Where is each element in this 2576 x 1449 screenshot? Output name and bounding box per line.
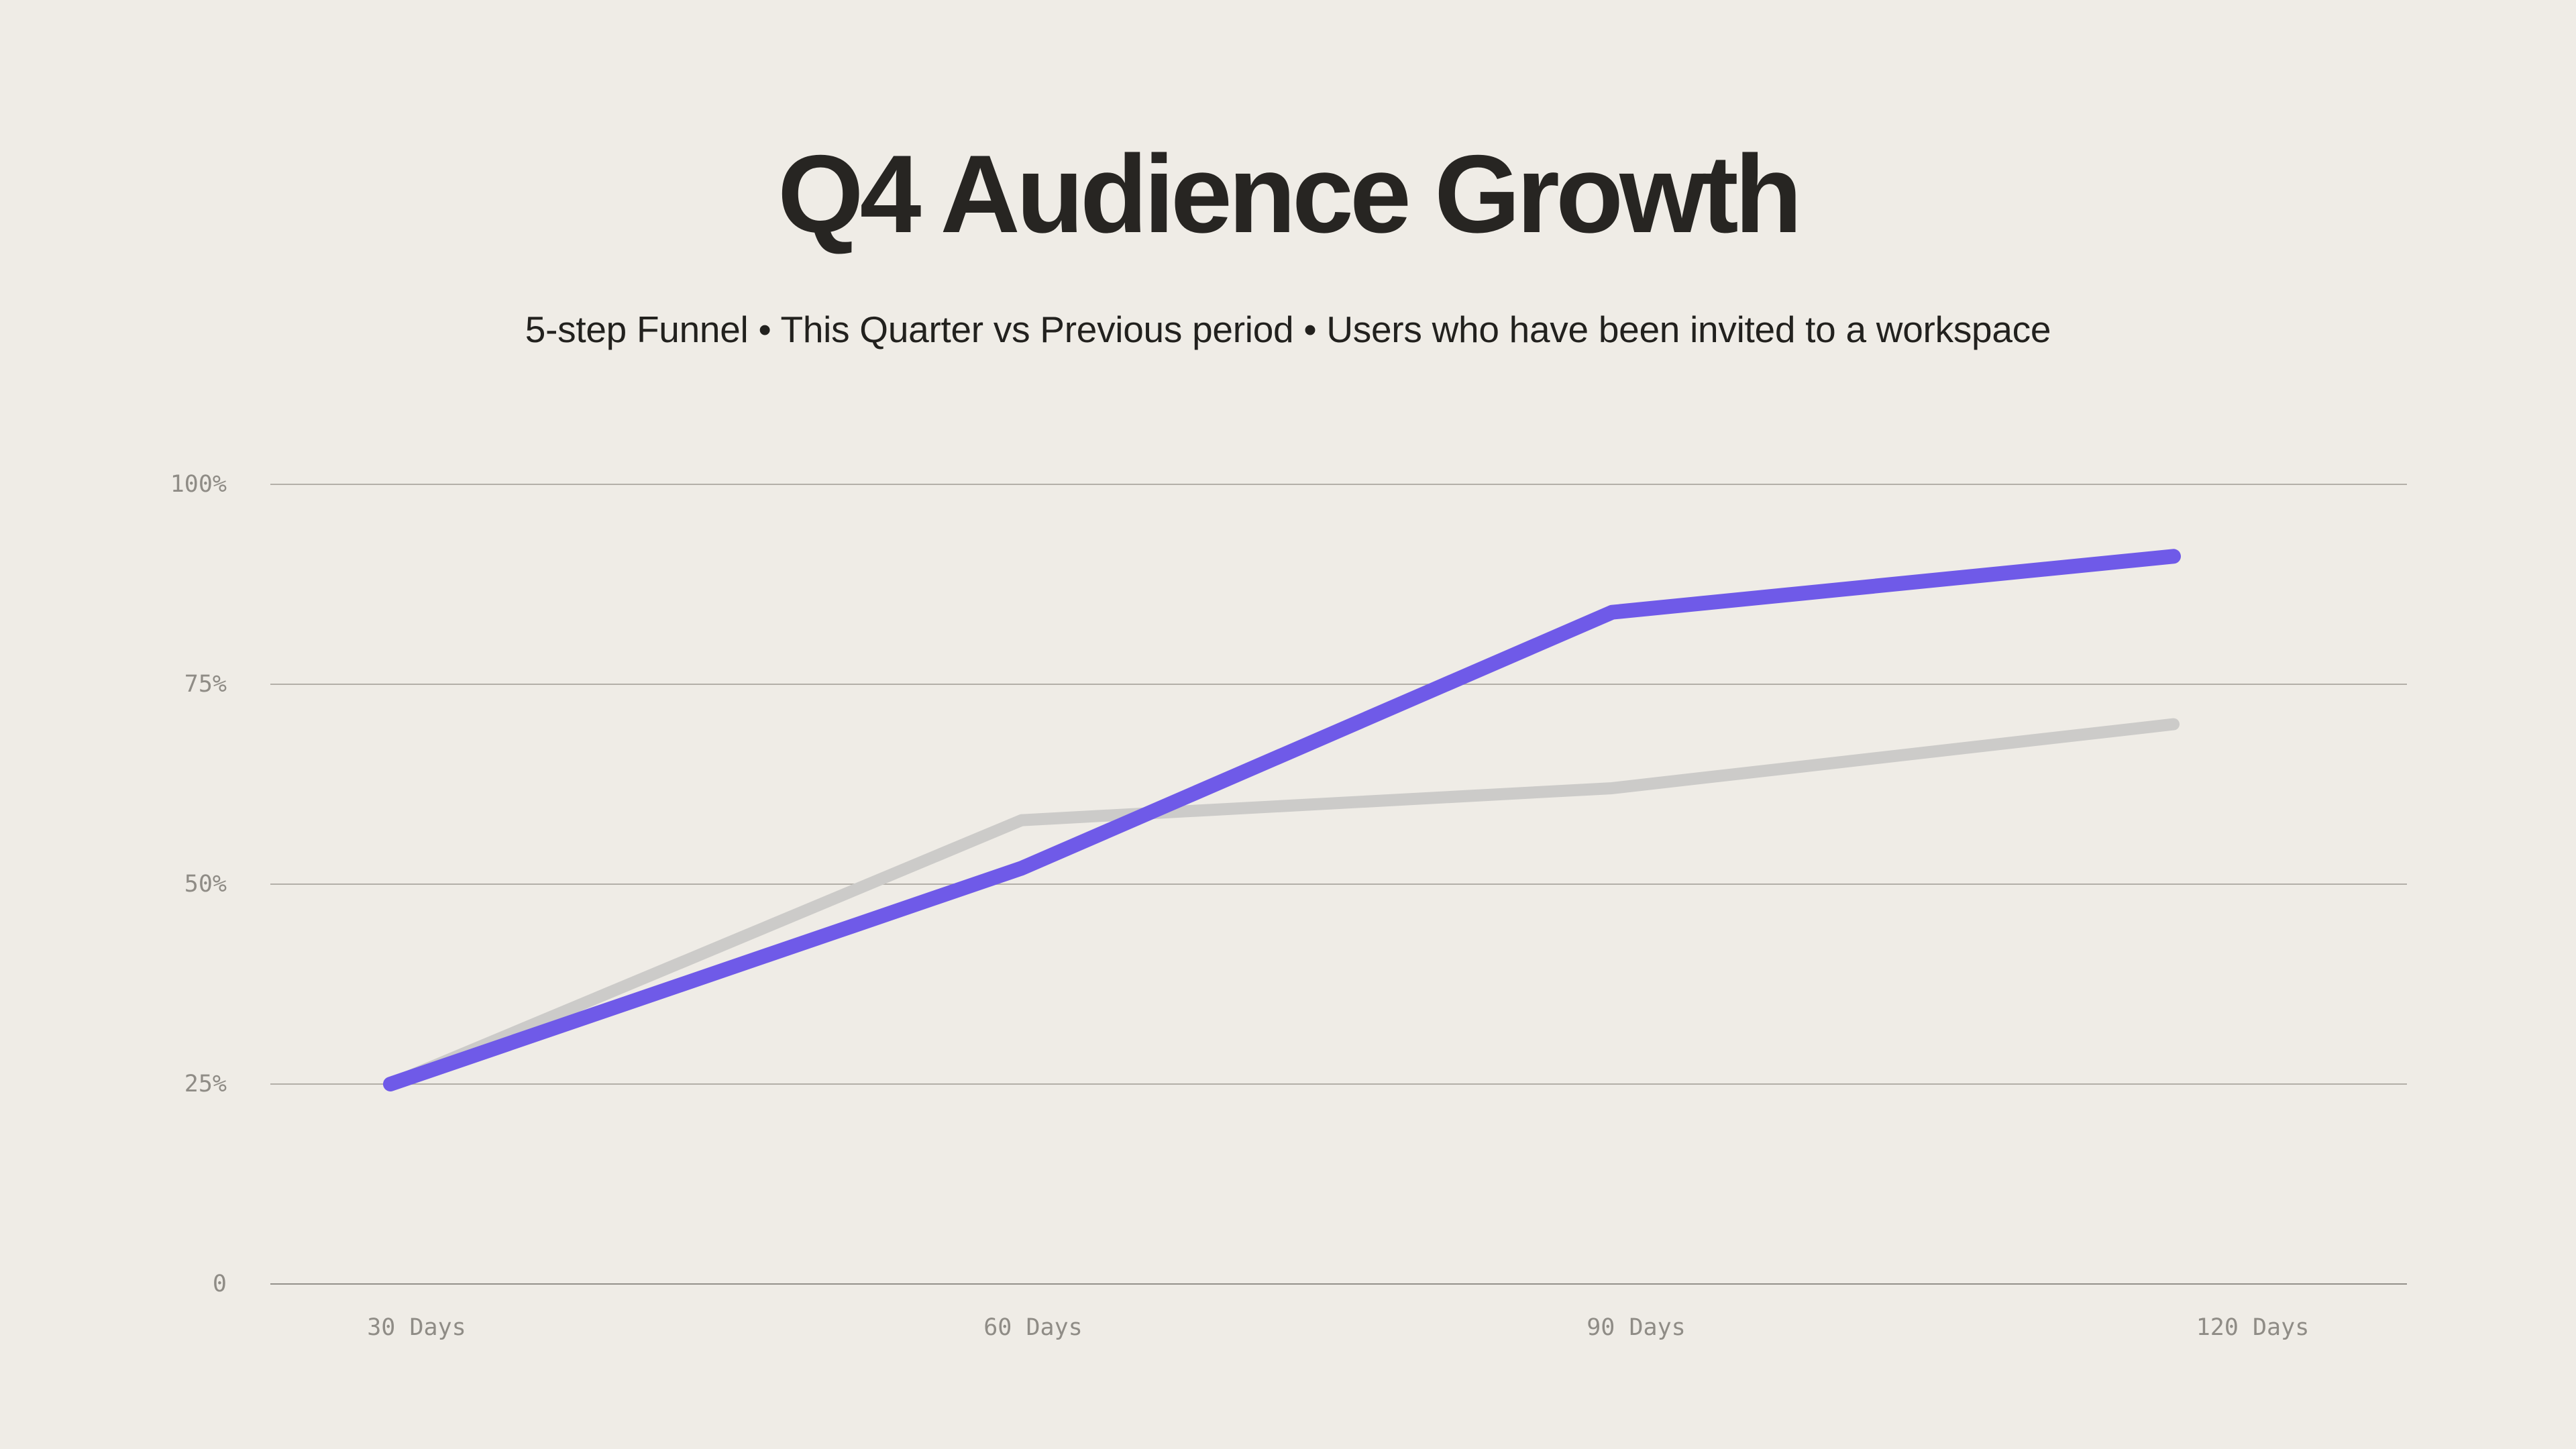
- chart-title: Q4 Audience Growth: [777, 132, 1803, 256]
- x-axis-tick-label: 30 Days: [367, 1314, 466, 1341]
- series-line-previous-period: [384, 718, 2180, 1090]
- x-axis-tick-label: 90 Days: [1587, 1314, 1686, 1341]
- gridline-0: [270, 1283, 2407, 1285]
- y-axis-tick-label: 75%: [184, 671, 227, 698]
- series-line-this-quarter: [383, 549, 2181, 1091]
- chart-subtitle: 5-step Funnel • This Quarter vs Previous…: [525, 309, 2051, 350]
- y-axis-tick-label: 25%: [184, 1071, 227, 1097]
- x-axis-tick-label: 120 Days: [2196, 1314, 2310, 1341]
- gridline-25: [270, 1083, 2407, 1085]
- gridline-50: [270, 883, 2407, 885]
- y-axis-tick-label: 0: [212, 1271, 227, 1297]
- y-axis-tick-label: 100%: [170, 471, 227, 498]
- gridline-100: [270, 484, 2407, 485]
- x-axis-tick-label: 60 Days: [983, 1314, 1083, 1341]
- gridline-75: [270, 684, 2407, 685]
- y-axis-tick-label: 50%: [184, 871, 227, 898]
